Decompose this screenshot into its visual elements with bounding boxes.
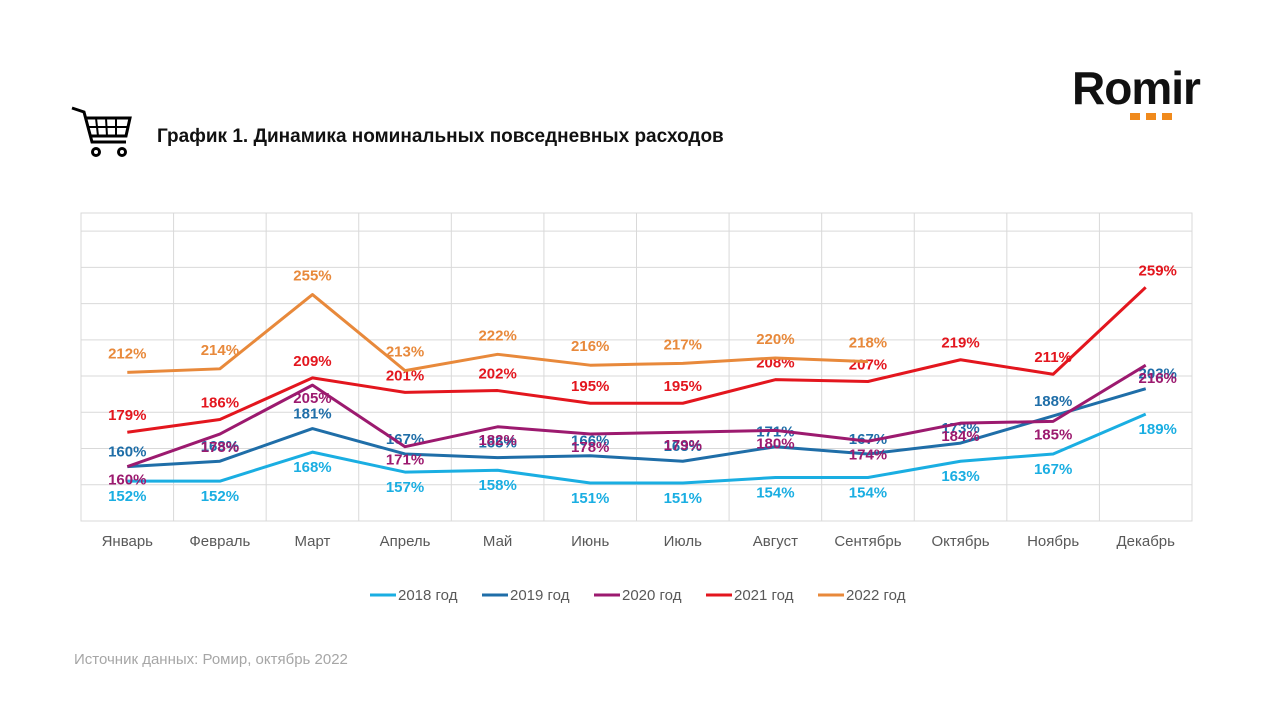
data-label: 151% [664, 490, 702, 507]
x-tick-label: Ноябрь [1027, 533, 1079, 550]
data-label: 205% [293, 390, 331, 407]
data-label: 154% [849, 484, 887, 501]
legend-label: 2020 год [622, 587, 682, 604]
series-line [127, 293, 869, 374]
data-label: 179% [108, 407, 146, 424]
data-label: 151% [571, 490, 609, 507]
data-label: 185% [1034, 426, 1072, 443]
data-label: 218% [849, 335, 887, 352]
logo: Romir [1072, 62, 1201, 114]
data-label: 174% [849, 446, 887, 463]
data-label: 189% [1139, 421, 1177, 438]
data-label: 211% [1034, 349, 1072, 366]
data-label: 166% [571, 433, 609, 450]
data-label: 168% [293, 459, 331, 476]
x-tick-label: Июнь [571, 533, 609, 550]
data-label: 158% [478, 477, 516, 494]
x-tick-label: Сентябрь [834, 533, 901, 550]
data-label: 209% [293, 353, 331, 370]
data-label: 171% [756, 424, 794, 441]
data-label: 181% [293, 406, 331, 423]
data-label: 207% [849, 356, 887, 373]
x-tick-label: Май [483, 533, 512, 550]
series-line [126, 363, 1147, 469]
series-line [127, 412, 1147, 485]
x-tick-label: Апрель [380, 533, 431, 550]
data-label: 219% [941, 335, 979, 352]
data-label: 214% [201, 342, 239, 359]
data-label: 157% [386, 479, 424, 496]
data-label: 186% [201, 395, 239, 412]
data-label: 163% [201, 438, 239, 455]
data-label: 163% [941, 468, 979, 485]
data-label: 178% [201, 439, 239, 456]
data-label: 216% [571, 338, 609, 355]
data-label: 160% [108, 444, 146, 461]
x-tick-label: Март [295, 533, 331, 550]
data-label: 180% [756, 435, 794, 452]
data-label: 213% [386, 344, 424, 361]
data-label: 259% [1139, 262, 1177, 279]
data-label: 217% [664, 336, 702, 353]
x-tick-label: Январь [102, 533, 154, 550]
data-label: 195% [571, 378, 609, 395]
x-tick-label: Июль [664, 533, 702, 550]
data-label: 167% [849, 431, 887, 448]
legend-label: 2021 год [734, 587, 794, 604]
data-label: 179% [664, 437, 702, 454]
data-label: 152% [108, 488, 146, 505]
data-label: 154% [756, 484, 794, 501]
x-tick-label: Февраль [189, 533, 250, 550]
data-label: 255% [293, 267, 331, 284]
series-line [127, 387, 1147, 469]
logo-dots [1130, 113, 1172, 120]
data-label: 160% [108, 472, 146, 489]
chart-title: График 1. Динамика номинальных повседнев… [157, 126, 724, 147]
data-label: 188% [1034, 393, 1072, 410]
legend-label: 2019 год [510, 587, 570, 604]
source: Источник данных: Ромир, октябрь 2022 [74, 651, 348, 668]
data-label: 212% [108, 345, 146, 362]
data-label: 182% [478, 432, 516, 449]
data-label: 216% [1139, 370, 1177, 387]
series-line [127, 286, 1147, 434]
data-label: 203% [1139, 366, 1177, 383]
x-tick-label: Декабрь [1116, 533, 1175, 550]
legend-label: 2022 год [846, 587, 906, 604]
data-label: 201% [386, 367, 424, 384]
data-label: 163% [664, 438, 702, 455]
legend-label: 2018 год [398, 587, 458, 604]
data-label: 202% [478, 366, 516, 383]
data-label: 165% [478, 435, 516, 452]
data-label: 171% [386, 452, 424, 469]
data-label: 167% [1034, 461, 1072, 478]
data-label: 178% [571, 439, 609, 456]
cart-icon [71, 106, 132, 157]
x-tick-label: Август [753, 533, 798, 550]
data-label: 184% [941, 428, 979, 445]
data-label: 195% [664, 378, 702, 395]
data-label: 152% [201, 488, 239, 505]
data-label: 222% [478, 327, 516, 344]
data-label: 220% [756, 331, 794, 348]
x-tick-label: Октябрь [931, 533, 989, 550]
